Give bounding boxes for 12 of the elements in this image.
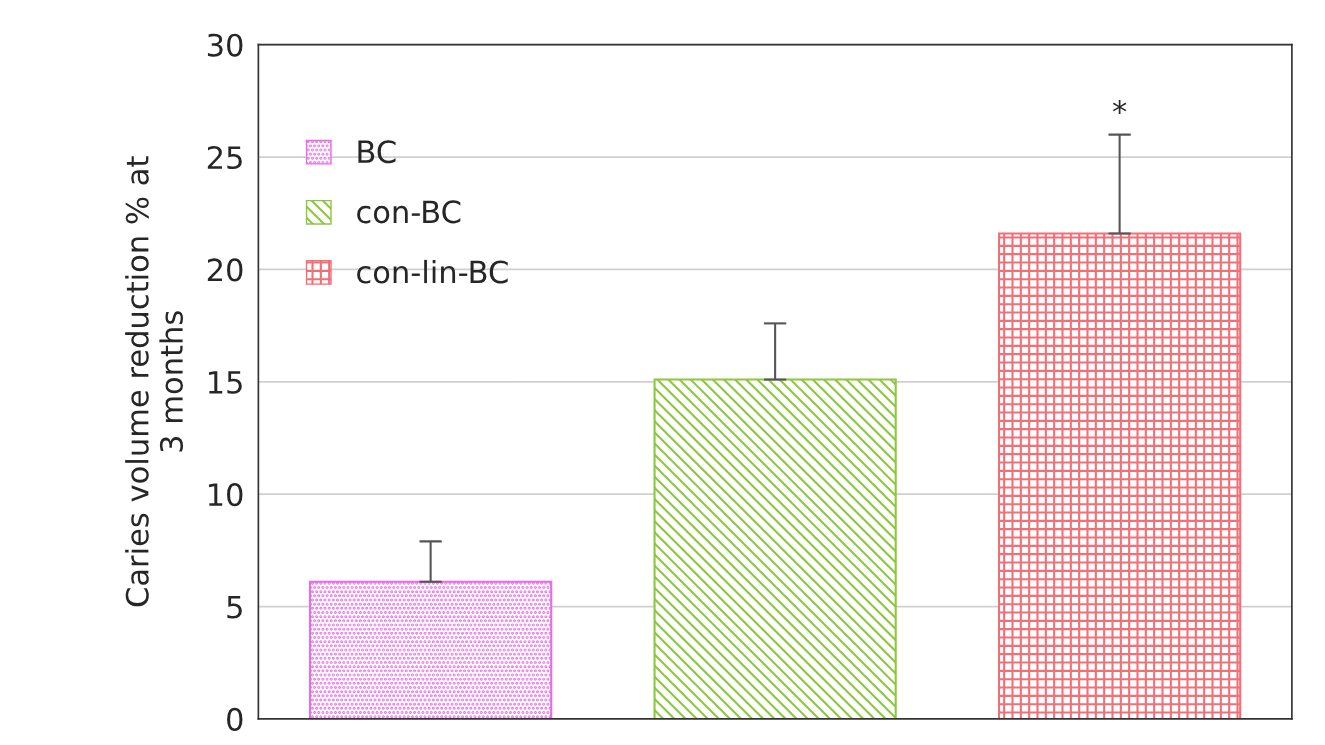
y-tick-label: 10 (208, 483, 243, 507)
y-tick-label: 25 (207, 146, 242, 170)
y-tick-label: 15 (208, 371, 242, 394)
y-tick-label: 5 (227, 595, 242, 619)
y-tick-label: 20 (207, 258, 243, 282)
annotation: * (1112, 100, 1127, 114)
y-axis-title: Caries volume reduction % at 3 months (125, 156, 184, 607)
legend-label: BC (358, 140, 396, 164)
legend-label: con-BC (357, 200, 461, 224)
y-tick-label: 0 (227, 707, 243, 731)
y-tick-label: 30 (207, 33, 243, 57)
legend-label: con-lin-BC (357, 259, 508, 284)
